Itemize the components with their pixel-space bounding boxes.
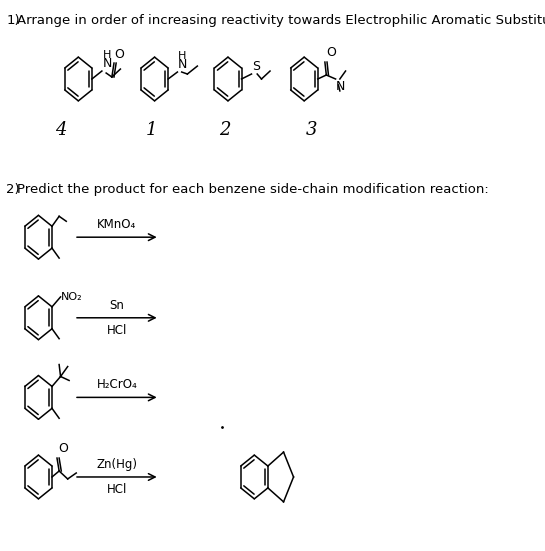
Text: N: N [102, 57, 112, 70]
Text: O: O [58, 442, 68, 455]
Text: H: H [178, 51, 186, 61]
Text: HCl: HCl [107, 324, 127, 337]
Text: O: O [114, 48, 125, 61]
Text: 1: 1 [146, 121, 157, 139]
Text: Predict the product for each benzene side-chain modification reaction:: Predict the product for each benzene sid… [17, 183, 489, 197]
Text: 2): 2) [7, 183, 20, 197]
Text: Arrange in order of increasing reactivity towards Electrophilic Aromatic Substit: Arrange in order of increasing reactivit… [17, 14, 545, 28]
Text: HCl: HCl [107, 483, 127, 496]
Text: N: N [336, 80, 345, 93]
Text: 1): 1) [7, 14, 20, 28]
Text: O: O [326, 46, 336, 59]
Text: NO₂: NO₂ [61, 292, 83, 302]
Text: Zn(Hg): Zn(Hg) [96, 458, 137, 471]
Text: 2: 2 [219, 121, 230, 139]
Text: 4: 4 [55, 121, 66, 139]
Text: H₂CrO₄: H₂CrO₄ [96, 379, 137, 391]
Text: Sn: Sn [110, 299, 124, 312]
Text: H: H [102, 50, 111, 60]
Text: KMnO₄: KMnO₄ [97, 218, 136, 231]
Text: S: S [252, 60, 260, 73]
Text: N: N [178, 58, 187, 71]
Text: 3: 3 [306, 121, 317, 139]
